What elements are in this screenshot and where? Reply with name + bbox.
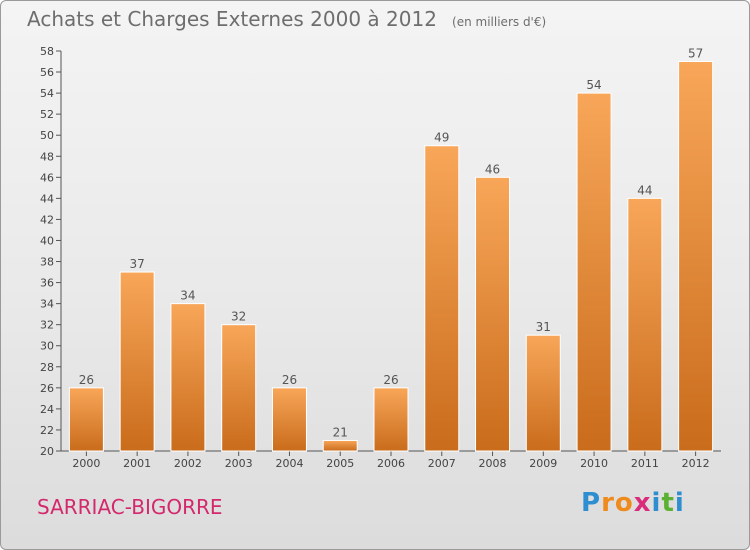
x-tick-label: 2003	[225, 457, 253, 470]
unit-text: (en milliers d'€)	[452, 15, 547, 29]
logo-letter: o	[614, 488, 634, 518]
bar	[424, 145, 460, 452]
x-axis: 2000 2001 2002 2003 2004 2005 2006 2007 2008 2009…	[61, 450, 721, 470]
bar	[119, 271, 155, 452]
x-tick-label: 2010	[580, 457, 608, 470]
bar	[627, 197, 663, 452]
y-tick-label: 24	[40, 403, 54, 416]
logo-letter: r	[601, 488, 615, 518]
y-tick-label: 48	[40, 150, 54, 163]
y-tick-label: 44	[40, 192, 54, 205]
bar	[678, 61, 714, 452]
y-tick-label: 20	[40, 445, 54, 458]
commune-name: SARRIAC-BIGORRE	[37, 495, 223, 519]
bar	[576, 92, 612, 452]
y-tick-label: 36	[40, 277, 54, 290]
y-tick-label: 54	[40, 87, 54, 100]
data-label: 49	[434, 131, 449, 145]
x-tick-label: 2008	[479, 457, 507, 470]
data-label: 57	[688, 47, 703, 61]
logo-letter: x	[633, 488, 652, 518]
proxiti-logo: Proxiti	[581, 488, 685, 518]
x-tick-label: 2004	[275, 457, 303, 470]
x-tick-label: 2007	[428, 457, 456, 470]
bar	[373, 387, 409, 452]
data-label: 26	[383, 373, 398, 387]
data-label: 44	[637, 183, 652, 197]
bar	[271, 387, 307, 452]
y-tick-label: 56	[40, 66, 54, 79]
chart-title: Achats et Charges Externes 2000 à 2012 (…	[27, 7, 546, 31]
data-labels: 26 37 34 32 26 21 26 49 46 31 54 44 57	[79, 47, 704, 440]
x-tick-label: 2009	[529, 457, 557, 470]
bar	[475, 176, 511, 452]
bar	[525, 334, 561, 452]
data-label: 54	[586, 78, 601, 92]
logo-letter: P	[581, 488, 602, 518]
data-label: 37	[130, 257, 145, 271]
bar	[322, 439, 358, 452]
x-tick-label: 2001	[123, 457, 151, 470]
x-tick-label: 2000	[72, 457, 100, 470]
y-tick-label: 30	[40, 340, 54, 353]
title-text: Achats et Charges Externes 2000 à 2012	[27, 7, 437, 31]
logo-letter: i	[674, 488, 685, 518]
logo-letter: t	[661, 488, 675, 518]
y-tick-label: 34	[40, 298, 54, 311]
y-tick-label: 38	[40, 256, 54, 269]
data-label: 21	[333, 425, 348, 439]
y-tick-label: 46	[40, 171, 54, 184]
x-tick-label: 2002	[174, 457, 202, 470]
x-tick-label: 2011	[631, 457, 659, 470]
bars	[68, 61, 714, 452]
y-tick-label: 28	[40, 361, 54, 374]
bar	[170, 303, 206, 452]
y-tick-label: 40	[40, 234, 54, 247]
y-tick-label: 22	[40, 424, 54, 437]
y-tick-label: 26	[40, 382, 54, 395]
data-label: 46	[485, 162, 500, 176]
y-tick-label: 58	[40, 45, 54, 58]
bar	[221, 324, 257, 452]
y-tick-label: 42	[40, 213, 54, 226]
x-tick-label: 2005	[326, 457, 354, 470]
data-label: 34	[180, 289, 195, 303]
bar	[68, 387, 104, 452]
y-tick-label: 52	[40, 108, 54, 121]
data-label: 31	[536, 320, 551, 334]
y-axis: 20 22 24 26 28 30 32 34 36 38 40 42 44 46 48 50 52 54 56 58	[40, 45, 62, 458]
x-tick-label: 2012	[682, 457, 710, 470]
logo-letter: i	[651, 488, 662, 518]
data-label: 32	[231, 310, 246, 324]
y-tick-label: 50	[40, 129, 54, 142]
data-label: 26	[79, 373, 94, 387]
data-label: 26	[282, 373, 297, 387]
x-tick-label: 2006	[377, 457, 405, 470]
y-tick-label: 32	[40, 319, 54, 332]
